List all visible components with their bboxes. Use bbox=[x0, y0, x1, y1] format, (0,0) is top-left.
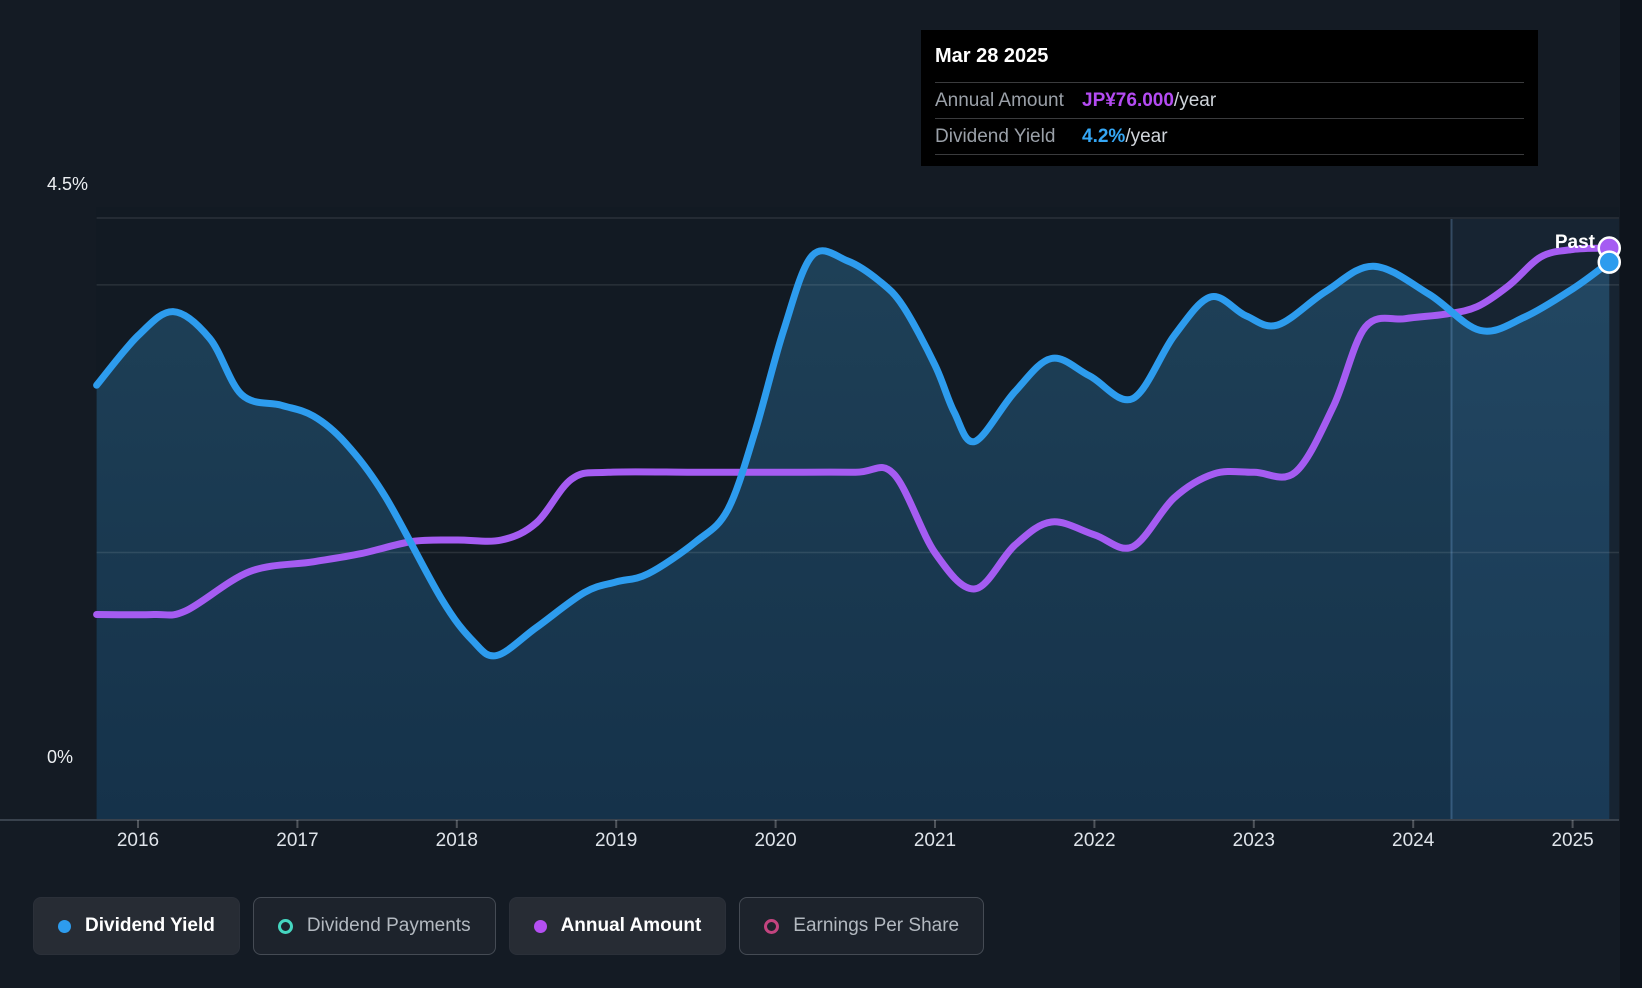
tooltip-value: JP¥76.000 bbox=[1082, 89, 1174, 111]
chart-tooltip: Mar 28 2025 Annual Amount JP¥76.000 /yea… bbox=[921, 30, 1538, 166]
tooltip-label: Annual Amount bbox=[935, 89, 1064, 111]
tooltip-row-dividend-yield: Dividend Yield 4.2% /year bbox=[935, 118, 1524, 154]
dividend-payments-ring-icon bbox=[277, 918, 293, 934]
y-axis-bottom-label: 0% bbox=[47, 747, 74, 767]
x-axis-label: 2021 bbox=[913, 830, 957, 851]
chart-legend: Dividend Yield Dividend Payments Annual … bbox=[33, 897, 985, 955]
x-axis-ticks bbox=[137, 820, 1574, 828]
past-region bbox=[1451, 219, 1619, 820]
dividend-yield-line bbox=[93, 247, 1613, 660]
annual-amount-line bbox=[93, 244, 1613, 619]
legend-dividend-yield[interactable]: Dividend Yield bbox=[33, 897, 240, 955]
dividend-yield-end-dot bbox=[1597, 250, 1622, 274]
y-axis-top-label: 4.5% bbox=[47, 174, 89, 194]
tooltip-suffix: /year bbox=[1173, 89, 1217, 111]
dividend-yield-dot-icon bbox=[58, 919, 71, 933]
tooltip-label: Dividend Yield bbox=[935, 125, 1056, 147]
x-axis-label: 2019 bbox=[595, 830, 638, 851]
legend-label: Dividend Payments bbox=[306, 915, 471, 936]
tooltip-row-annual-amount: Annual Amount JP¥76.000 /year bbox=[935, 82, 1524, 118]
legend-annual-amount[interactable]: Annual Amount bbox=[508, 897, 727, 955]
legend-label: Dividend Yield bbox=[85, 915, 215, 936]
x-axis-label: 2016 bbox=[116, 830, 160, 851]
x-axis-label: 2022 bbox=[1073, 830, 1116, 851]
annual-amount-dot-icon bbox=[533, 919, 547, 933]
legend-label: Earnings Per Share bbox=[793, 915, 960, 936]
x-axis-label: 2023 bbox=[1232, 830, 1275, 851]
x-axis-label: 2018 bbox=[435, 830, 478, 851]
legend-label: Annual Amount bbox=[560, 915, 702, 936]
legend-dividend-payments[interactable]: Dividend Payments bbox=[252, 897, 496, 955]
past-region-label: Past bbox=[1554, 232, 1595, 253]
x-axis-label: 2017 bbox=[276, 830, 319, 851]
x-axis-label: 2025 bbox=[1551, 830, 1594, 851]
tooltip-suffix: /year bbox=[1125, 125, 1168, 147]
yield-area-fill bbox=[96, 250, 1610, 820]
tooltip-value: 4.2% bbox=[1082, 125, 1126, 147]
earnings-per-share-ring-icon bbox=[764, 918, 780, 934]
tooltip-date: Mar 28 2025 bbox=[935, 44, 1049, 67]
legend-earnings-per-share[interactable]: Earnings Per Share bbox=[739, 897, 985, 955]
x-axis-label: 2020 bbox=[754, 830, 797, 851]
x-axis-label: 2024 bbox=[1392, 830, 1435, 851]
right-edge-strip bbox=[1620, 0, 1642, 988]
